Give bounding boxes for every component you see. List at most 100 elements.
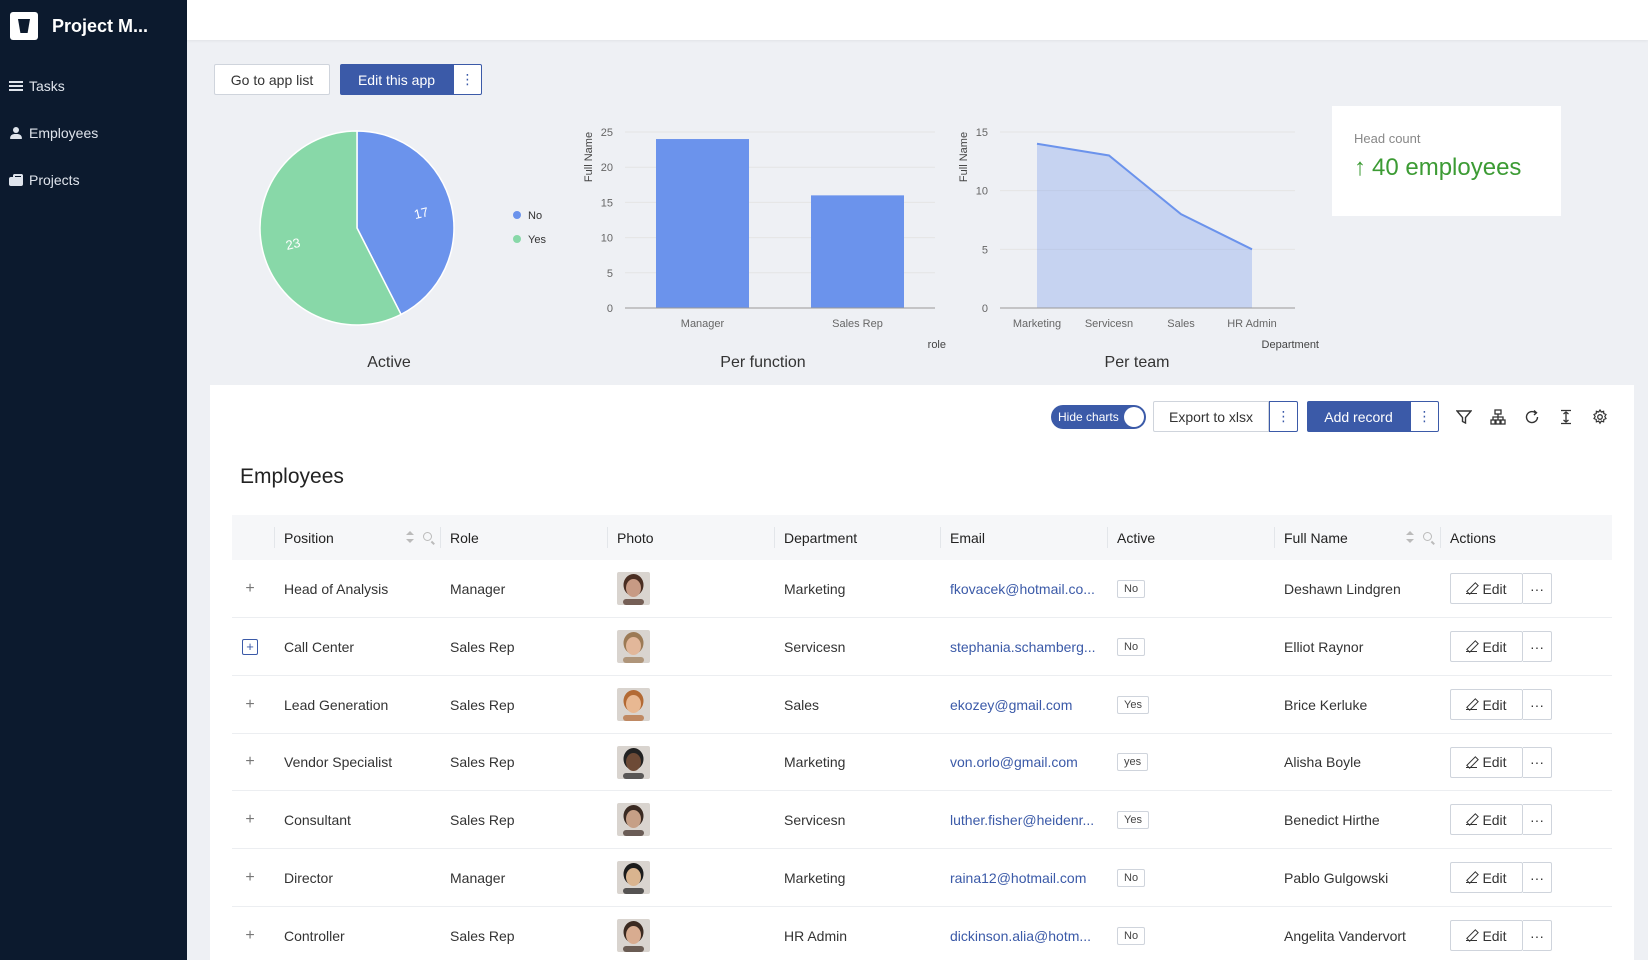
go-to-app-list-button[interactable]: Go to app list	[214, 64, 330, 95]
row-more-button[interactable]: ···	[1523, 689, 1552, 720]
column-search-icon[interactable]	[1423, 532, 1432, 541]
edit-row-button[interactable]: Edit	[1450, 746, 1523, 778]
sidebar-item-tasks[interactable]: Tasks	[0, 62, 187, 109]
row-height-icon[interactable]	[1556, 407, 1576, 427]
actions-cell: Edit ···	[1440, 862, 1592, 893]
x-tick-label: Servicesn	[1085, 318, 1133, 330]
employees-table: Position Role Photo Department Email Act…	[232, 515, 1612, 960]
avatar[interactable]	[617, 572, 650, 605]
filter-icon[interactable]	[1454, 407, 1474, 427]
expand-row-icon[interactable]: +	[245, 869, 255, 886]
edit-row-button[interactable]: Edit	[1450, 862, 1523, 893]
sort-icon[interactable]	[1406, 531, 1414, 543]
role-cell: Sales Rep	[450, 638, 515, 655]
row-more-button[interactable]: ···	[1523, 631, 1552, 662]
row-more-button[interactable]: ···	[1523, 862, 1552, 893]
avatar[interactable]	[617, 803, 650, 836]
hide-charts-toggle[interactable]: Hide charts	[1051, 405, 1146, 429]
add-record-more-button[interactable]: ⋮	[1410, 401, 1439, 432]
sidebar-item-employees[interactable]: Employees	[0, 109, 187, 156]
column-header-email[interactable]: Email	[940, 515, 1107, 560]
edit-label: Edit	[1482, 754, 1507, 770]
column-label: Actions	[1450, 529, 1496, 546]
active-badge: No	[1117, 868, 1146, 887]
active-cell: No	[1107, 637, 1274, 656]
add-record-button[interactable]: Add record	[1307, 401, 1410, 432]
edit-app-more-button[interactable]: ⋮	[453, 64, 482, 95]
column-header-role[interactable]: Role	[440, 515, 607, 560]
avatar[interactable]	[617, 919, 650, 952]
column-search-icon[interactable]	[423, 532, 432, 541]
position-cell: Director	[284, 869, 334, 886]
expand-row-icon[interactable]: +	[242, 638, 258, 655]
row-more-button[interactable]: ···	[1523, 804, 1552, 835]
email-link[interactable]: luther.fisher@heidenr...	[950, 811, 1095, 828]
edit-row-button[interactable]: Edit	[1450, 573, 1523, 604]
edit-row-button[interactable]: Edit	[1450, 804, 1523, 835]
headcount-value: ↑ 40 employees	[1354, 154, 1539, 182]
email-link[interactable]: von.orlo@gmail.com	[950, 754, 1078, 770]
department-cell: HR Admin	[784, 927, 848, 944]
sidebar: Project M... Tasks Employees Projects	[0, 0, 187, 960]
edit-label: Edit	[1482, 927, 1507, 944]
edit-this-app-button[interactable]: Edit this app	[340, 64, 453, 95]
expand-row-icon[interactable]: +	[245, 927, 255, 944]
column-header-active[interactable]: Active	[1107, 515, 1274, 560]
email-link[interactable]: fkovacek@hotmail.co...	[950, 580, 1095, 597]
active-cell: Yes	[1107, 810, 1274, 829]
department-cell: Marketing	[784, 869, 846, 886]
sort-icon[interactable]	[406, 531, 414, 543]
settings-gear-icon[interactable]	[1590, 407, 1610, 427]
expand-row-icon[interactable]: +	[245, 811, 255, 828]
column-header-department[interactable]: Department	[774, 515, 940, 560]
row-more-button[interactable]: ···	[1523, 746, 1552, 778]
expand-row-icon[interactable]: +	[245, 754, 255, 770]
y-tick-label: 10	[976, 186, 988, 198]
role-cell: Sales Rep	[450, 811, 515, 828]
x-axis-label: role	[928, 339, 946, 351]
column-header-full-name[interactable]: Full Name	[1274, 515, 1440, 560]
pie-data-label: 23	[284, 235, 302, 253]
row-more-button[interactable]: ···	[1523, 573, 1552, 604]
avatar[interactable]	[617, 630, 650, 663]
employees-panel: Hide charts Export to xlsx ⋮ Add record …	[210, 385, 1634, 960]
active-pie-chart: 17 23 No Yes	[259, 130, 546, 326]
email-link[interactable]: ekozey@gmail.com	[950, 696, 1073, 713]
row-more-button[interactable]: ···	[1523, 920, 1552, 951]
table-title: Employees	[240, 465, 344, 488]
photo-cell	[607, 919, 774, 952]
email-link[interactable]: dickinson.alia@hotm...	[950, 927, 1092, 944]
group-icon[interactable]	[1488, 407, 1508, 427]
table-row: + Director Manager Marketing raina12@hotmail…	[232, 849, 1612, 907]
avatar[interactable]	[617, 745, 650, 779]
avatar[interactable]	[617, 688, 650, 721]
edit-row-button[interactable]: Edit	[1450, 920, 1523, 951]
role-cell: Sales Rep	[450, 927, 515, 944]
expand-row-icon[interactable]: +	[245, 580, 255, 597]
position-cell: Lead Generation	[284, 696, 389, 713]
table-row: + Lead Generation Sales Rep Sales ekozey@gma…	[232, 676, 1612, 734]
column-header-position[interactable]: Position	[274, 515, 440, 560]
email-link[interactable]: raina12@hotmail.com	[950, 869, 1087, 886]
active-cell: yes	[1107, 753, 1274, 771]
legend-label: Yes	[528, 234, 546, 246]
actions-cell: Edit ···	[1440, 920, 1592, 951]
column-label: Position	[284, 529, 334, 546]
export-xlsx-button[interactable]: Export to xlsx	[1153, 401, 1269, 432]
arrow-up-icon: ↑	[1354, 154, 1366, 181]
export-more-button[interactable]: ⋮	[1269, 401, 1298, 432]
bar	[656, 139, 749, 308]
users-icon	[9, 126, 23, 139]
avatar[interactable]	[617, 861, 650, 894]
expand-cell: +	[232, 870, 274, 886]
expand-cell: +	[232, 928, 274, 944]
refresh-icon[interactable]	[1522, 407, 1542, 427]
edit-row-button[interactable]: Edit	[1450, 631, 1523, 662]
edit-row-button[interactable]: Edit	[1450, 689, 1523, 720]
column-header-photo[interactable]: Photo	[607, 515, 774, 560]
photo-cell	[607, 572, 774, 605]
brand[interactable]: Project M...	[0, 0, 187, 52]
email-link[interactable]: stephania.schamberg...	[950, 638, 1096, 655]
expand-row-icon[interactable]: +	[245, 696, 255, 713]
sidebar-item-projects[interactable]: Projects	[0, 156, 187, 203]
